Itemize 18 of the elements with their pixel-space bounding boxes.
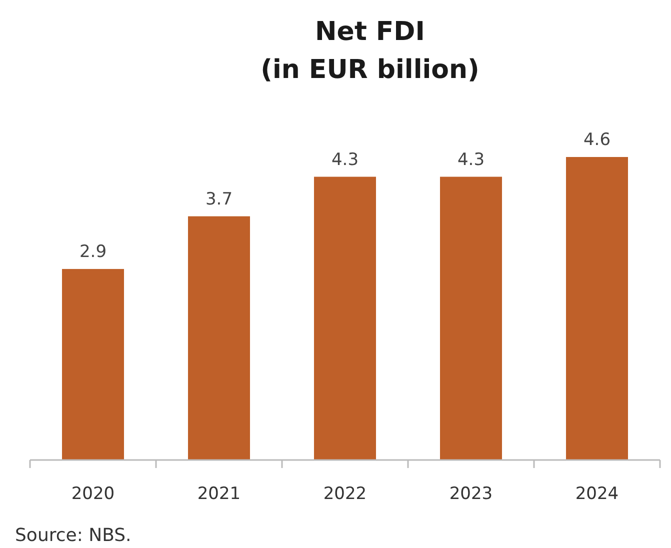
bar (314, 176, 376, 460)
x-tick-label: 2024 (575, 484, 619, 504)
x-tick-label: 2022 (323, 484, 367, 504)
chart-subtitle: (in EUR billion) (260, 55, 480, 85)
bar (62, 268, 124, 460)
x-tick-label: 2020 (71, 484, 115, 504)
data-label: 4.6 (583, 130, 611, 150)
data-label: 3.7 (205, 189, 233, 210)
bar (440, 176, 502, 460)
x-tick-label: 2021 (197, 484, 241, 504)
data-label: 2.9 (79, 242, 107, 262)
source-note: Source: NBS. (15, 525, 132, 546)
bar (566, 157, 628, 460)
x-tick-label: 2023 (449, 484, 493, 504)
chart-title: Net FDI (315, 17, 425, 47)
data-label: 4.3 (457, 150, 485, 170)
bar (188, 216, 250, 460)
data-label: 4.3 (331, 150, 359, 170)
